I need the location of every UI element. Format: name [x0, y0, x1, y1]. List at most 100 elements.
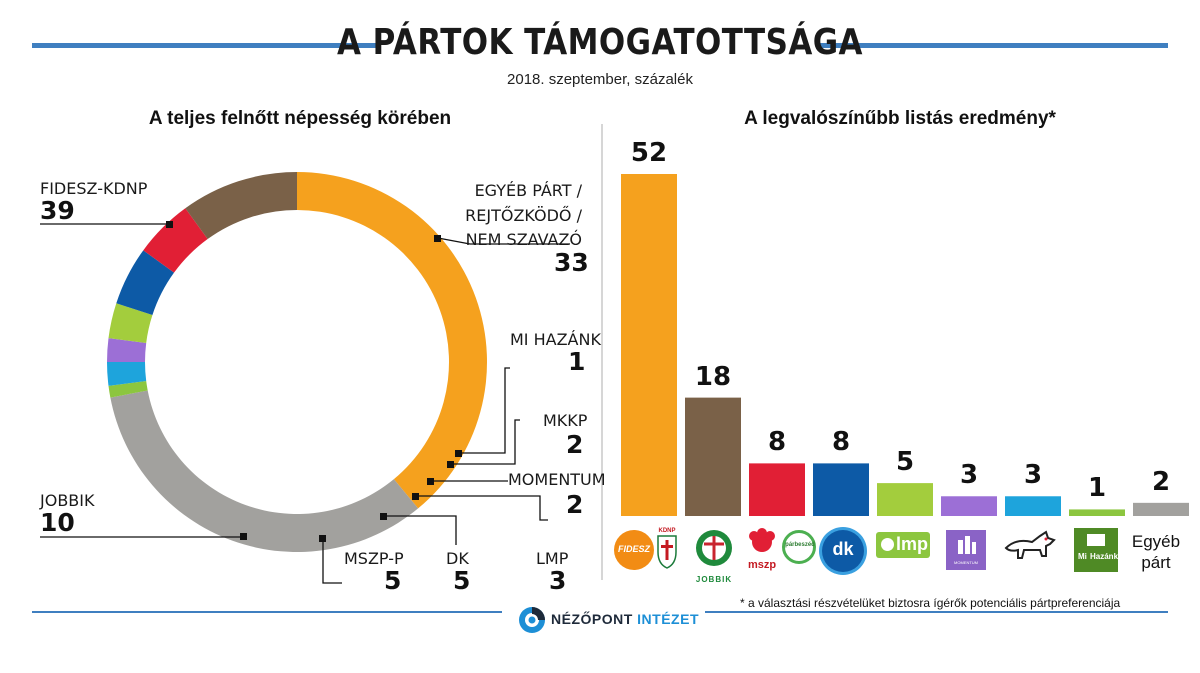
- marker-lmp: [412, 493, 419, 500]
- footer-rule-left: [32, 611, 502, 613]
- panel-divider: [601, 124, 603, 580]
- leader-mkkp: [451, 419, 520, 465]
- bar-fidesz: [621, 174, 677, 516]
- bar-momentum: [941, 496, 997, 516]
- kdnp-logo-text: KDNP: [658, 528, 676, 534]
- marker-mkkp: [447, 461, 454, 468]
- marker-jobbik: [240, 533, 247, 540]
- marker-dk: [380, 513, 387, 520]
- jobbik-logo: JOBBIK: [690, 528, 738, 584]
- mihazank-logo: Mi Hazánk: [1074, 528, 1118, 572]
- leader-mszp: [322, 538, 342, 584]
- label-other-line3: NEM SZAVAZÓ: [465, 230, 582, 249]
- fidesz-logo: FIDESZ: [614, 530, 654, 570]
- donut-slice-mihazank: [108, 381, 148, 398]
- bar-value-fidesz: 52: [630, 138, 668, 168]
- title-rule-right: [820, 43, 1168, 48]
- lmp-logo: lmp: [876, 532, 930, 558]
- label-jobbik-name: JOBBIK: [40, 491, 95, 510]
- label-fidesz-name: FIDESZ-KDNP: [40, 179, 148, 198]
- label-other-value: 33: [554, 248, 589, 277]
- mihazank-flag-icon: [1087, 534, 1105, 546]
- mszp-rose-icon: [749, 528, 775, 552]
- bar-value-other: 2: [1151, 466, 1171, 497]
- bar-mihazank: [1069, 509, 1125, 516]
- dk-logo: dk: [822, 530, 864, 572]
- lmp-leaf-icon: [881, 538, 894, 551]
- donut-slice-jobbik: [185, 172, 297, 240]
- marker-other: [434, 235, 441, 242]
- footer-rule-right: [705, 611, 1168, 613]
- donut-slice-lmp: [108, 303, 153, 343]
- label-mkkp-name: MKKP: [543, 411, 588, 430]
- bar-mszp: [749, 463, 805, 516]
- label-fidesz-value: 39: [40, 196, 75, 225]
- label-lmp-name: LMP: [536, 549, 569, 568]
- donut-slice-fidesz: [297, 172, 488, 509]
- marker-fidesz: [166, 221, 173, 228]
- bar-jobbik: [685, 397, 741, 516]
- bar-mkkp: [1005, 496, 1061, 516]
- bar-value-jobbik: 18: [694, 361, 732, 392]
- kdnp-shield-icon: [657, 535, 677, 569]
- page-subtitle: 2018. szeptember, százalék: [507, 71, 693, 88]
- parbeszed-logo: párbeszéd: [782, 530, 816, 564]
- label-lmp-value: 3: [549, 566, 567, 595]
- fidesz-logo-text: FIDESZ: [617, 544, 650, 554]
- bar-lmp: [877, 483, 933, 516]
- leader-other: [437, 237, 570, 245]
- mszp-logo: mszp: [742, 528, 782, 572]
- donut-chart: [40, 172, 570, 584]
- label-momentum-value: 2: [566, 490, 584, 519]
- momentum-mark-icon: [958, 536, 976, 554]
- label-mihazank-name: MI HAZÁNK: [510, 330, 601, 349]
- dk-logo-text: dk: [832, 539, 854, 559]
- jobbik-emblem-icon: [696, 530, 732, 566]
- marker-mihazank: [455, 450, 462, 457]
- donut-slice-momentum: [107, 338, 147, 362]
- donut-title: A teljes felnőtt népesség körében: [148, 108, 452, 129]
- donut-slice-mkkp: [107, 362, 147, 386]
- mkkp-dog-icon: [1004, 530, 1056, 559]
- lmp-logo-text: lmp: [896, 534, 929, 554]
- momentum-logo: MOMENTUM: [946, 530, 986, 570]
- momentum-logo-text: MOMENTUM: [954, 560, 978, 565]
- leader-mihazank: [458, 367, 510, 454]
- egyeb-part-label-2: párt: [1141, 553, 1171, 572]
- brand-name: NÉZŐPONT INTÉZET: [551, 611, 699, 627]
- footnote: * a választási részvételüket biztosra íg…: [740, 596, 1121, 610]
- marker-momentum: [427, 478, 434, 485]
- bar-value-lmp: 5: [895, 447, 915, 478]
- label-dk-name: DK: [446, 549, 469, 568]
- bar-dk: [813, 463, 869, 516]
- label-other-line2: REJTŐZKÖDŐ /: [465, 206, 582, 225]
- label-other-line1: EGYÉB PÁRT /: [474, 181, 582, 200]
- label-dk-value: 5: [453, 566, 471, 595]
- label-mihazank-value: 1: [568, 347, 586, 376]
- leader-lmp: [416, 495, 548, 521]
- donut-slice-mszp: [143, 208, 208, 273]
- egyeb-part-label-1: Egyéb: [1131, 532, 1181, 551]
- kdnp-logo: KDNP: [656, 528, 678, 572]
- bar-value-momentum: 3: [959, 460, 979, 491]
- mihazank-logo-text-1: Mi: [1078, 552, 1087, 561]
- leader-dk: [384, 515, 457, 545]
- egyeb-part-label: Egyéb párt: [1127, 531, 1185, 573]
- donut-slice-dk: [116, 250, 175, 316]
- label-jobbik-value: 10: [40, 508, 75, 537]
- label-mkkp-value: 2: [566, 430, 584, 459]
- label-mszp-value: 5: [384, 566, 402, 595]
- brand-name-b: INTÉZET: [637, 611, 700, 627]
- bar-value-mkkp: 3: [1023, 460, 1043, 491]
- bar-other: [1133, 502, 1189, 516]
- bar-chart-title: A legvalószínűbb listás eredmény*: [744, 108, 1056, 129]
- bar-value-dk: 8: [831, 427, 851, 458]
- nezopont-logo-icon: [519, 607, 545, 633]
- jobbik-logo-text: JOBBIK: [695, 575, 733, 584]
- label-mszp-name: MSZP-P: [344, 549, 404, 568]
- brand-name-a: NÉZŐPONT: [551, 611, 633, 627]
- mszp-logo-text: mszp: [747, 559, 777, 571]
- label-momentum-name: MOMENTUM: [508, 470, 606, 489]
- title-rule-left: [32, 43, 380, 48]
